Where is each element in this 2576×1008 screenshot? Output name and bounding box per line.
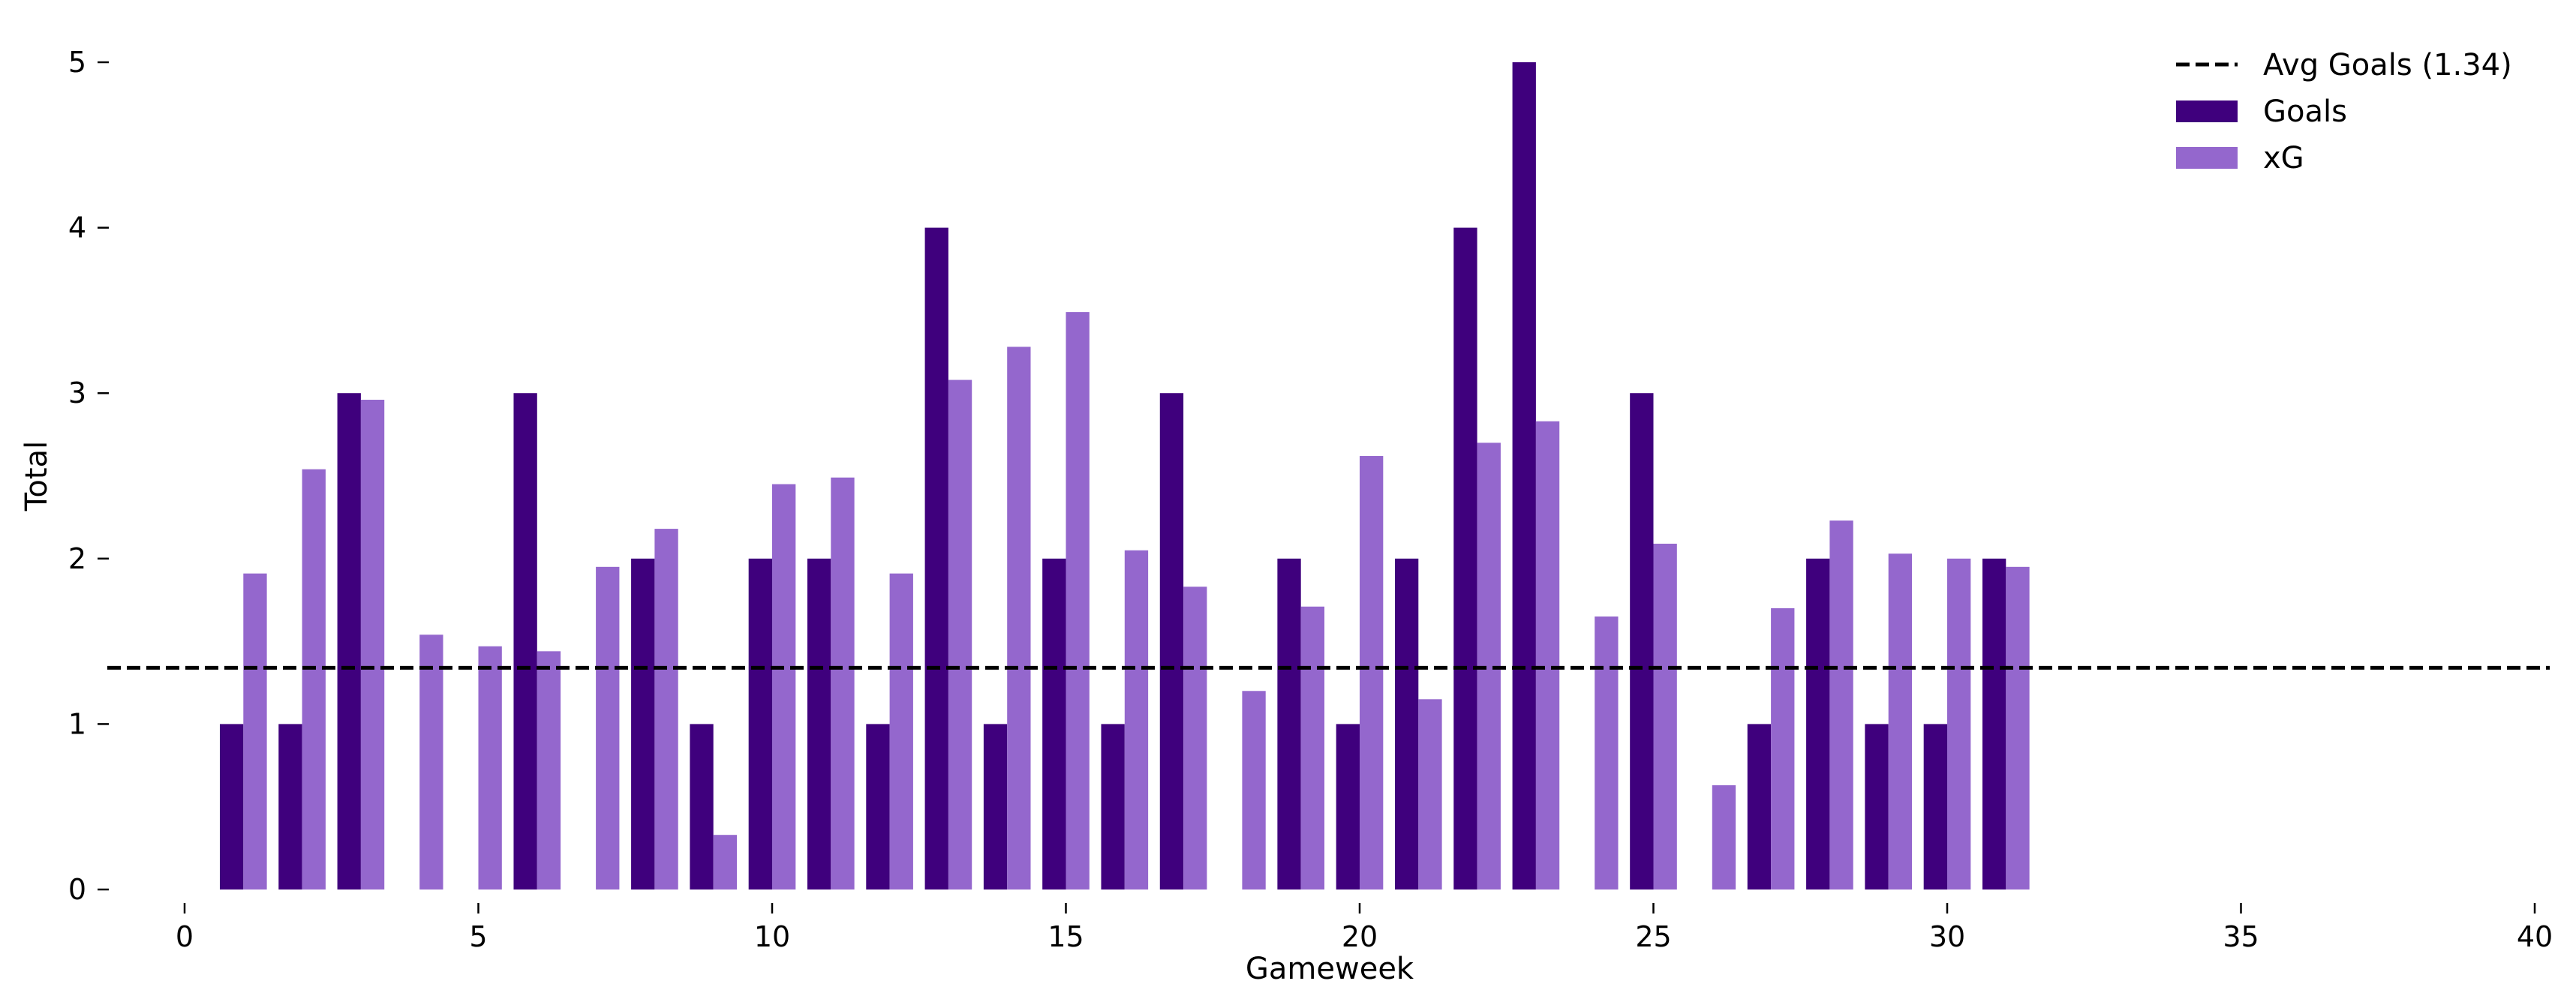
x-tick-label: 10 [754, 920, 790, 953]
goals-bar [1512, 62, 1536, 890]
y-tick-label: 4 [68, 212, 86, 244]
xg-bar [948, 380, 972, 890]
goals-bar [983, 724, 1008, 890]
goals-bar [1806, 558, 1830, 890]
goals-bar [807, 558, 831, 890]
x-tick-label: 15 [1048, 920, 1084, 953]
xg-bar [1124, 550, 1149, 890]
goals-bar [219, 724, 244, 890]
x-axis-label: Gameweek [1246, 952, 1414, 986]
x-tick-label: 30 [1929, 920, 1965, 953]
goals-bar [1453, 227, 1477, 890]
xg-bar [596, 566, 620, 890]
x-tick-label: 0 [176, 920, 194, 953]
x-axis: 0 5 10 15 20 25 30 35 40 [176, 903, 2553, 953]
xg-bar [1595, 616, 1619, 890]
xg-bar [1360, 456, 1384, 890]
goals-bar [1394, 558, 1419, 890]
goals-bar [513, 393, 537, 890]
xg-bar [889, 573, 913, 890]
bars-layer [219, 62, 2030, 890]
xg-bar [1712, 785, 1736, 890]
xg-bar [1653, 543, 1677, 890]
xg-bar [2006, 566, 2030, 890]
xg-bar [243, 573, 267, 890]
y-tick-label: 0 [68, 873, 86, 906]
goals-bar [1101, 724, 1125, 890]
x-tick-label: 35 [2223, 920, 2259, 953]
legend-xg-swatch [2176, 147, 2238, 169]
xg-bar [1066, 312, 1090, 890]
xg-bar [1771, 608, 1795, 890]
goals-bar [924, 227, 948, 890]
x-tick-label: 5 [469, 920, 487, 953]
xg-bar [831, 477, 855, 890]
goals-bar [1630, 393, 1654, 890]
legend-xg-label: xG [2263, 141, 2304, 176]
goals-bar [337, 393, 361, 890]
xg-bar [654, 529, 678, 890]
xg-bar [1007, 346, 1031, 890]
legend: Avg Goals (1.34) Goals xG [2176, 48, 2512, 176]
x-tick-label: 25 [1635, 920, 1671, 953]
xg-bar [1947, 558, 1971, 890]
y-axis-label: Total [20, 441, 54, 512]
goals-bar [1982, 558, 2006, 890]
goals-bar [1865, 724, 1889, 890]
legend-goals-label: Goals [2263, 94, 2347, 129]
y-tick-label: 5 [68, 46, 86, 79]
goals-bar [1042, 558, 1066, 890]
x-tick-label: 40 [2517, 920, 2553, 953]
xg-bar [1829, 520, 1853, 890]
xg-bar [1183, 586, 1207, 890]
y-tick-label: 1 [68, 707, 86, 740]
xg-bar [537, 651, 561, 890]
goals-bar [866, 724, 890, 890]
goals-bar [1336, 724, 1360, 890]
goals-bar [690, 724, 714, 890]
goals-bar [631, 558, 655, 890]
xg-bar [1300, 606, 1325, 890]
legend-avg-goals-label: Avg Goals (1.34) [2263, 48, 2512, 82]
y-tick-label: 2 [68, 542, 86, 575]
y-tick-label: 3 [68, 376, 86, 410]
xg-bar [713, 835, 738, 890]
xg-bar [360, 400, 385, 890]
xg-bar [302, 469, 326, 890]
xg-bar [1535, 421, 1560, 890]
x-tick-label: 20 [1342, 920, 1378, 953]
xg-bar [1888, 554, 1913, 890]
goals-bar [1923, 724, 1947, 890]
y-axis: 0 1 2 3 4 5 [68, 46, 109, 906]
goals-bar [1159, 393, 1184, 890]
xg-bar [772, 484, 796, 890]
xg-bar [478, 646, 502, 890]
goals-bar [278, 724, 302, 890]
xg-bar [1418, 699, 1442, 890]
xg-bar [1242, 691, 1266, 890]
goals-bar [1277, 558, 1301, 890]
goals-bar [748, 558, 772, 890]
legend-goals-swatch [2176, 100, 2238, 122]
goals-bar [1747, 724, 1772, 890]
xg-bar [419, 634, 443, 890]
